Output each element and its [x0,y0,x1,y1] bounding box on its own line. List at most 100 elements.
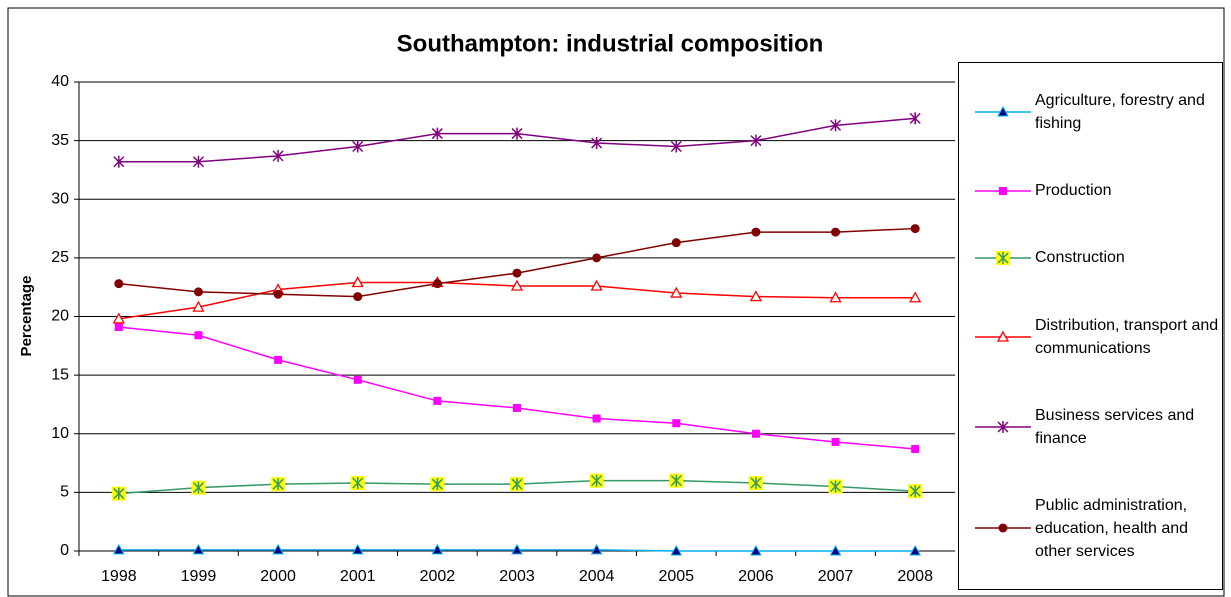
marker-shape [830,480,842,493]
legend-swatch [975,420,1031,433]
marker [510,477,524,492]
marker [511,543,523,555]
marker [432,279,442,289]
marker [996,250,1010,265]
marker [750,134,762,147]
marker [750,544,762,556]
x-tick-label: 2004 [579,568,615,585]
marker [997,106,1009,117]
marker-shape [431,127,443,140]
marker [831,227,841,237]
marker-shape [829,291,842,303]
marker [670,544,683,556]
marker-shape [272,478,284,491]
marker [909,112,921,125]
marker-shape [513,403,521,412]
marker [511,127,523,140]
marker-shape [274,355,283,364]
marker-shape [113,487,125,500]
marker [590,543,603,555]
marker-shape [272,543,284,555]
marker-shape [511,543,523,555]
marker [909,291,922,303]
marker-shape [433,396,442,405]
chart-title: Southampton: industrial composition [397,30,824,57]
marker [194,331,203,340]
series-line [118,326,916,450]
marker-shape [351,276,364,288]
marker [830,119,842,132]
marker-shape [909,544,922,556]
marker-shape [192,155,204,168]
x-tick-label: 2003 [499,568,535,585]
marker [672,419,681,428]
marker-shape [670,286,683,298]
marker-shape [670,474,682,487]
marker [431,127,443,140]
chart-border [7,7,1225,597]
marker [353,375,362,384]
legend-label: Agriculture, forestry and fishing [1035,92,1205,133]
legend-entry: Production [959,179,1222,202]
marker-shape [192,543,205,555]
marker [829,544,842,556]
marker-shape [750,476,762,489]
marker [351,276,364,288]
marker [909,544,922,556]
marker [111,486,126,501]
marker-shape [112,543,125,555]
marker [911,444,920,453]
legend-entry: Construction [959,246,1222,269]
marker-shape [590,279,603,291]
marker-shape [192,481,204,494]
marker [513,403,521,412]
y-tick-label: 35 [51,132,69,149]
marker [273,289,283,299]
y-tick-label: 20 [51,308,69,325]
marker-shape [511,478,523,491]
marker-shape [511,127,523,140]
legend-swatch [975,250,1031,265]
y-tick-label: 5 [60,484,69,501]
marker [352,140,364,153]
marker [910,224,920,234]
legend-swatch [975,186,1031,195]
marker-shape [431,543,444,555]
marker-shape [192,300,205,312]
marker-shape [909,485,921,498]
marker-shape [114,279,124,289]
marker [751,227,761,237]
x-tick-label: 2007 [818,568,854,585]
x-tick-label: 2000 [260,568,296,585]
marker-shape [829,544,842,556]
marker-shape [750,134,762,147]
marker [351,543,364,555]
marker [433,396,442,405]
y-tick-label: 15 [51,366,69,383]
marker-shape [671,238,681,248]
marker [591,136,603,149]
marker-shape [750,544,762,556]
legend: Agriculture, forestry and fishing Product… [958,62,1223,590]
marker-shape [997,420,1009,433]
marker-shape [114,323,123,332]
marker-shape [751,227,761,237]
marker [114,323,123,332]
marker-shape [830,119,842,132]
marker-shape [353,292,363,302]
y-tick-label: 0 [60,542,69,559]
marker [996,330,1010,342]
marker [272,149,284,162]
marker [112,312,125,324]
marker [589,473,604,488]
marker-shape [113,155,125,168]
marker [998,523,1008,533]
marker-shape [670,544,683,556]
marker [831,437,840,446]
marker [669,473,684,488]
marker [908,484,923,499]
marker [828,479,843,494]
x-tick-label: 2006 [738,568,774,585]
marker [192,543,205,555]
y-tick-label: 10 [51,425,69,442]
